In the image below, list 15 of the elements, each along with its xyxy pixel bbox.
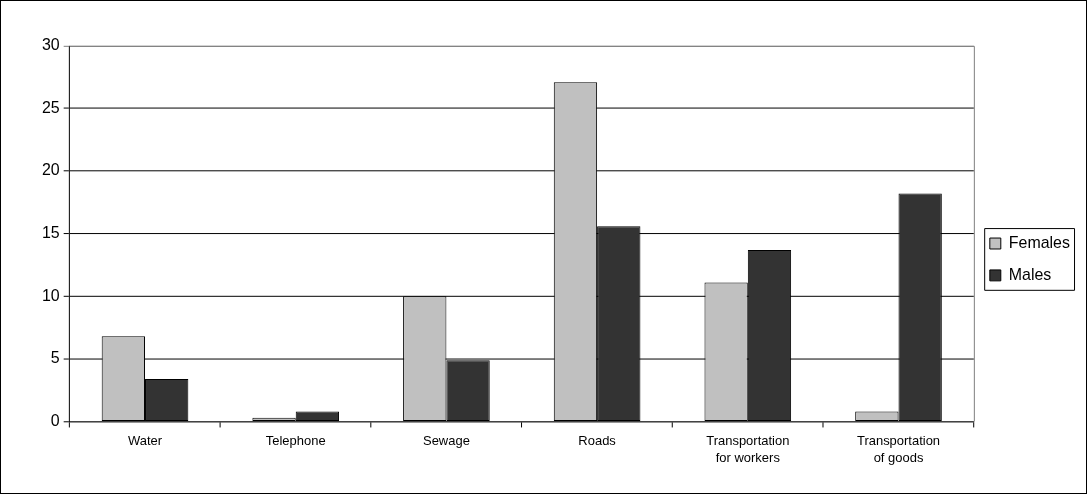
y-tick-label: 5 xyxy=(50,349,60,367)
x-tick-label: Telephone xyxy=(265,433,326,449)
x-tick-label: Transportation for workers xyxy=(706,433,790,466)
y-tick-label: 0 xyxy=(50,411,60,429)
legend-label: Females xyxy=(1008,233,1070,251)
x-tick-label: Transportation of goods xyxy=(856,433,941,466)
legend-label: Males xyxy=(1008,265,1052,283)
y-tick-label: 30 xyxy=(41,36,60,54)
y-tick-label: 15 xyxy=(41,224,60,242)
x-tick-label: Sewage xyxy=(422,433,470,449)
x-tick-label: Water xyxy=(127,433,163,449)
y-tick-label: 10 xyxy=(41,286,60,304)
x-tick-label: Roads xyxy=(578,433,617,449)
y-tick-label: 20 xyxy=(41,161,60,179)
y-tick-label: 25 xyxy=(41,98,60,116)
